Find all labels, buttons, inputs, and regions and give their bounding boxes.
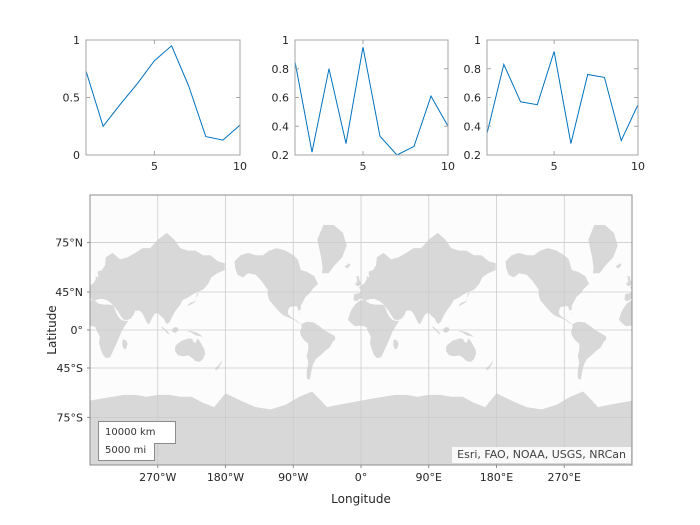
land-eurasia [353,232,496,324]
land-south-america [300,321,336,380]
land-greenland [317,225,347,274]
land-iceland [615,263,622,269]
x-tick-label: 10 [233,160,247,173]
land-madagascar [664,339,669,349]
y-tick-label: 0.5 [63,92,81,105]
land-new-guinea [458,330,474,337]
land-greenland [588,225,618,274]
land-south-america [571,321,607,380]
y-tick-label: 0.8 [272,63,290,76]
land-madagascar [122,339,128,350]
land-british-isles [355,276,361,287]
x-tick-label: 5 [360,160,367,173]
y-tick-label: 0.8 [464,63,482,76]
map-xlabel: Longitude [331,492,391,506]
land-british-isles [626,276,632,287]
subplot-3: 0.2 0.4 0.6 0.8 1 5 10 [464,34,646,173]
land-iceland [73,263,79,268]
lat-tick-label: 75°N [55,237,83,250]
y-tick-label: 0.6 [464,92,482,105]
scalebar-mi-label: 5000 mi [105,445,147,456]
lon-tick-label: 90°W [278,471,308,484]
lon-tick-label: 90°E [416,471,442,484]
land-madagascar [393,339,399,350]
subplot-1: 0 0.5 1 5 10 [63,34,248,173]
map-scalebar-km: 10000 km [98,421,176,444]
graticule [90,195,632,465]
subplot-2: 0.2 0.4 0.6 0.8 1 5 10 [272,34,456,173]
land-africa [619,300,632,327]
y-tick-label: 1 [474,34,481,47]
geo-axes: 270°W 180°W 90°W 0° 90°E 180°E 270°E 75°N 45°N 0°… [0,194,669,484]
x-tick-label: 5 [151,160,158,173]
y-tick-label: 1 [282,34,289,47]
line-series [85,44,241,141]
land-british-isles [84,276,90,286]
map-scalebar-mi: 5000 mi [98,443,155,461]
land-japan [458,293,470,307]
lon-tick-label: 0° [355,471,368,484]
land-africa [90,300,129,359]
lon-tick-label: 270°E [548,471,581,484]
land-iceland [344,263,351,269]
lon-tick-label: 180°W [207,471,244,484]
lat-tick-label: 0° [71,324,84,337]
land-new-guinea [187,330,203,337]
plot-background [295,40,448,155]
lat-tick-label: 45°N [55,286,83,299]
scalebar-km-label: 10000 km [105,427,156,438]
land-japan [187,293,199,307]
y-tick-label: 0.6 [272,92,290,105]
land-north-america [0,248,47,324]
land-north-america [505,248,590,324]
y-tick-label: 0.2 [272,149,290,162]
y-tick-label: 0.4 [464,120,482,133]
lat-tick-label: 45°S [57,362,83,375]
map-attribution: Esri, FAO, NOAA, USGS, NRCan [452,447,631,463]
lon-tick-label: 180°E [480,471,513,484]
land-cuba [27,312,34,314]
y-tick-label: 1 [73,34,80,47]
land-eurasia [624,285,632,301]
plot-background [86,40,240,155]
land-australia [446,338,477,362]
lat-tick-label: 75°S [57,411,83,424]
x-tick-label: 10 [441,160,455,173]
line-series [486,51,639,144]
map-ylabel: Latitude [45,305,59,355]
x-tick-label: 10 [631,160,645,173]
y-tick-label: 0.4 [272,120,290,133]
x-tick-label: 5 [551,160,558,173]
land-north-america [234,248,319,324]
y-tick-label: 0.2 [464,149,482,162]
lon-tick-label: 270°W [139,471,176,484]
line-series [294,47,449,156]
land-australia [175,338,206,362]
y-tick-label: 0 [73,149,80,162]
